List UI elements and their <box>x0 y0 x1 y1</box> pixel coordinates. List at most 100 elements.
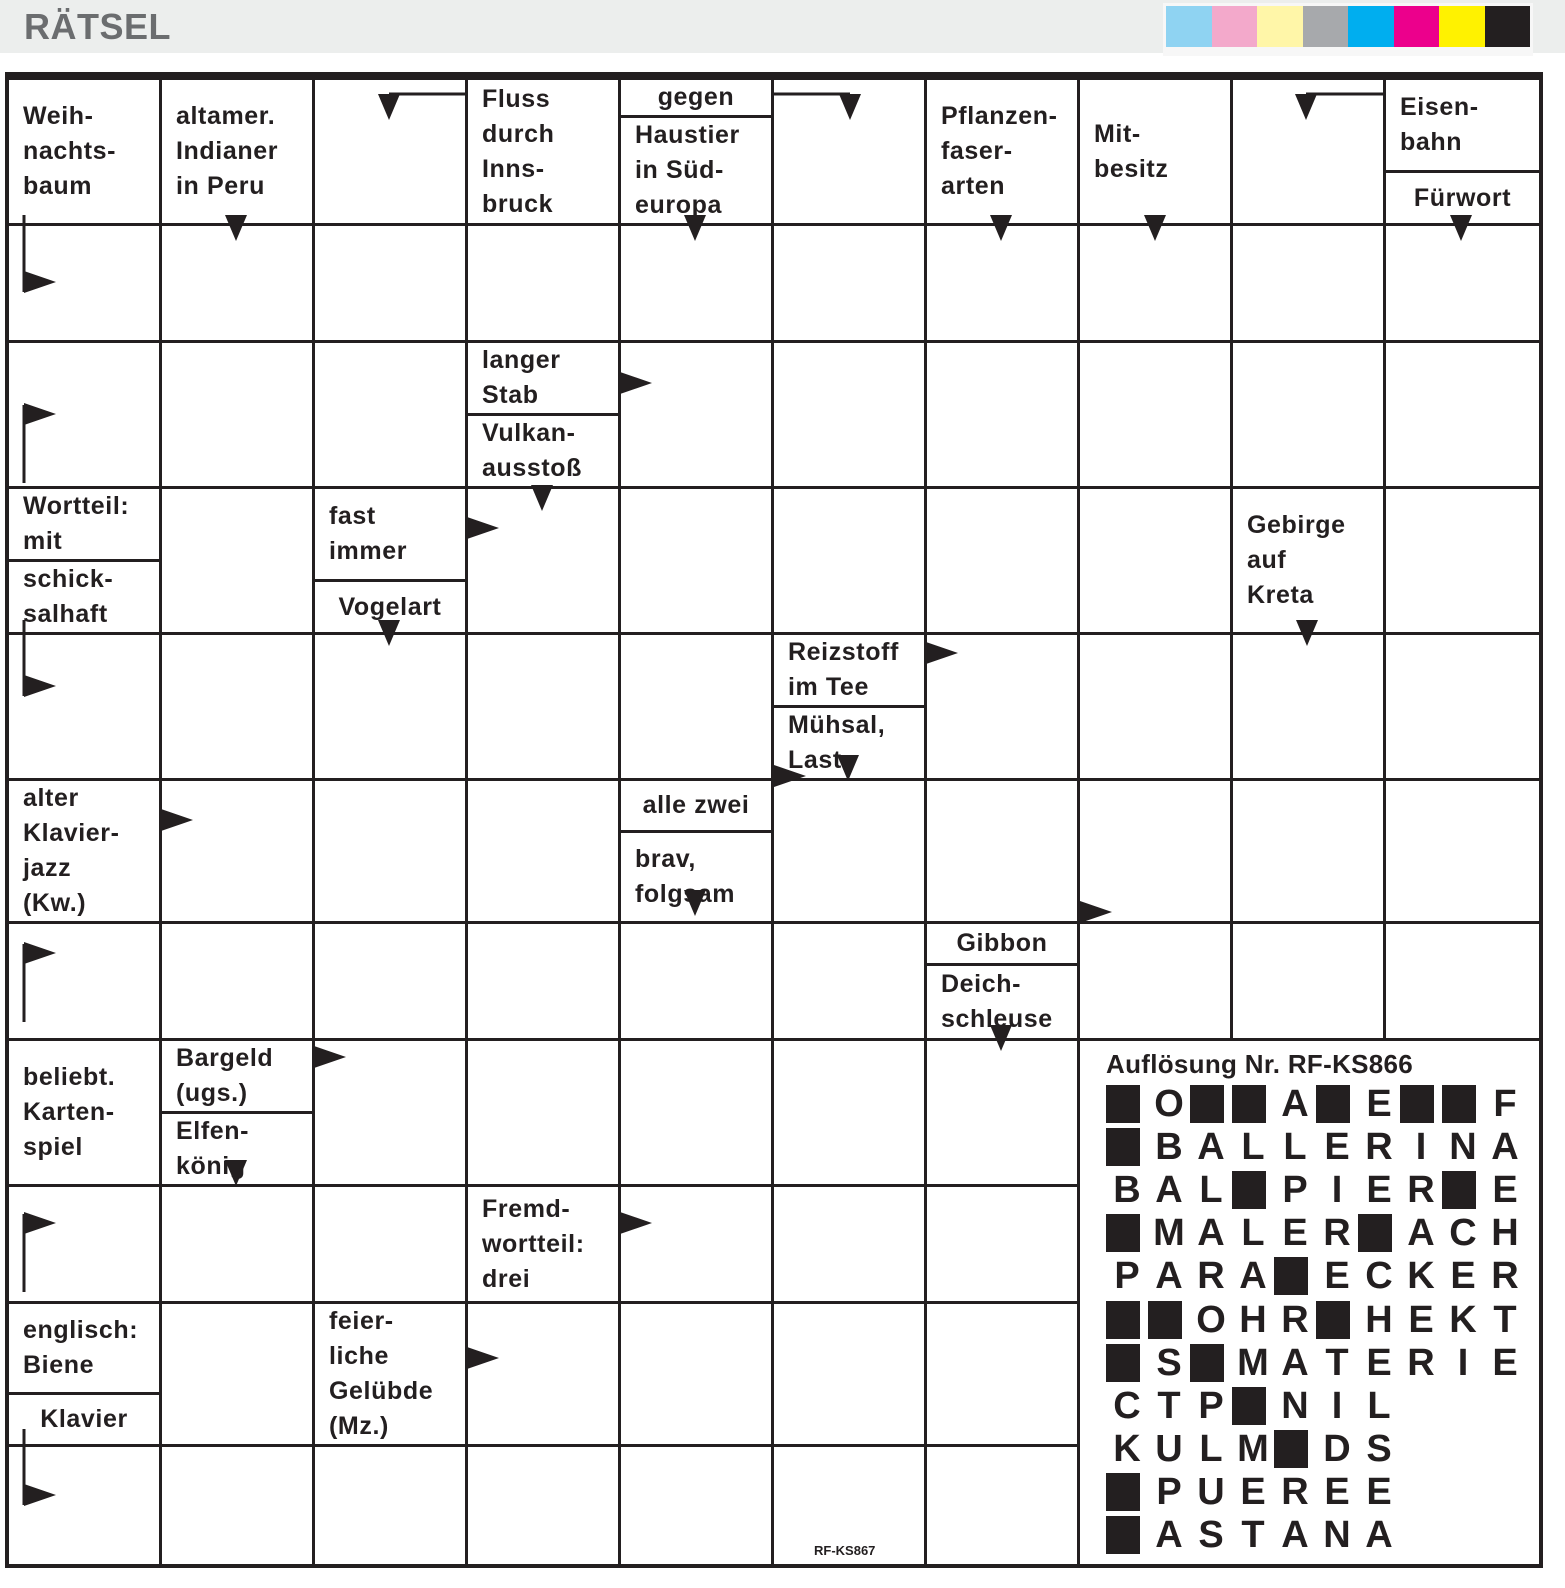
answer-cell[interactable] <box>1080 924 1233 1041</box>
solution-letter: M <box>1237 1341 1269 1384</box>
solution-letter: R <box>1407 1168 1435 1211</box>
answer-cell[interactable] <box>162 781 315 924</box>
solution-letter: E <box>1450 1255 1476 1298</box>
answer-cell[interactable] <box>315 1187 468 1304</box>
clue-text: Reizstoff im Tee <box>788 638 899 701</box>
answer-cell[interactable] <box>315 80 468 226</box>
answer-cell[interactable] <box>927 635 1080 781</box>
answer-cell[interactable] <box>774 924 927 1041</box>
clue-cell: fast immer Vogelart <box>315 489 468 635</box>
answer-cell[interactable] <box>621 1304 774 1447</box>
answer-cell[interactable] <box>315 924 468 1041</box>
answer-cell[interactable] <box>162 924 315 1041</box>
answer-cell[interactable] <box>774 1041 927 1187</box>
black-square <box>1316 1084 1350 1123</box>
answer-cell[interactable] <box>927 343 1080 489</box>
answer-cell[interactable] <box>9 1187 162 1304</box>
answer-cell[interactable] <box>774 1304 927 1447</box>
answer-cell[interactable] <box>774 343 927 489</box>
answer-cell[interactable] <box>621 635 774 781</box>
answer-cell[interactable] <box>774 80 927 226</box>
answer-cell[interactable] <box>927 489 1080 635</box>
answer-cell[interactable] <box>621 489 774 635</box>
answer-cell[interactable] <box>1233 226 1386 343</box>
solution-letter: E <box>1408 1298 1434 1341</box>
answer-cell[interactable] <box>315 226 468 343</box>
answer-cell[interactable] <box>9 924 162 1041</box>
answer-cell[interactable] <box>9 1447 162 1564</box>
answer-cell[interactable] <box>162 1304 315 1447</box>
answer-cell[interactable] <box>927 1187 1080 1304</box>
solution-letter: P <box>1282 1168 1308 1211</box>
answer-cell[interactable] <box>162 1447 315 1564</box>
answer-cell[interactable] <box>621 1447 774 1564</box>
black-square <box>1316 1300 1350 1339</box>
answer-cell[interactable] <box>774 489 927 635</box>
answer-cell[interactable] <box>315 781 468 924</box>
clue-text: Pflanzen- faser- arten <box>941 102 1058 200</box>
answer-cell[interactable] <box>1386 489 1539 635</box>
answer-cell[interactable] <box>468 1304 621 1447</box>
answer-cell[interactable] <box>1386 924 1539 1041</box>
solution-letter: E <box>1366 1168 1392 1211</box>
clue-cell: alter Klavier- jazz (Kw.) <box>9 781 162 924</box>
answer-cell[interactable] <box>621 1187 774 1304</box>
solution-letter: R <box>1407 1341 1435 1384</box>
answer-cell[interactable] <box>468 1041 621 1187</box>
answer-cell[interactable] <box>927 1447 1080 1564</box>
answer-cell[interactable] <box>1233 635 1386 781</box>
answer-cell[interactable] <box>1080 489 1233 635</box>
answer-cell[interactable] <box>1386 226 1539 343</box>
answer-cell[interactable] <box>1233 80 1386 226</box>
answer-cell[interactable] <box>162 226 315 343</box>
clue-cell: Reizstoff im Tee Mühsal, Last <box>774 635 927 781</box>
answer-cell[interactable] <box>1080 635 1233 781</box>
answer-cell[interactable] <box>927 1304 1080 1447</box>
answer-cell[interactable] <box>468 924 621 1041</box>
answer-cell[interactable] <box>1386 343 1539 489</box>
answer-cell[interactable] <box>162 489 315 635</box>
clue-text: Bargeld (ugs.) <box>176 1044 274 1107</box>
answer-cell[interactable] <box>1080 343 1233 489</box>
answer-cell[interactable] <box>774 781 927 924</box>
answer-cell[interactable] <box>1386 781 1539 924</box>
black-square <box>1190 1343 1224 1382</box>
answer-cell[interactable] <box>774 1187 927 1304</box>
answer-cell[interactable] <box>927 226 1080 343</box>
answer-cell[interactable] <box>9 226 162 343</box>
answer-cell[interactable] <box>468 489 621 635</box>
answer-cell[interactable] <box>468 781 621 924</box>
answer-cell[interactable] <box>621 226 774 343</box>
answer-cell[interactable] <box>1386 635 1539 781</box>
answer-cell[interactable] <box>162 1187 315 1304</box>
answer-cell[interactable] <box>468 226 621 343</box>
answer-cell[interactable] <box>621 1041 774 1187</box>
answer-cell[interactable] <box>162 343 315 489</box>
answer-cell[interactable] <box>1233 924 1386 1041</box>
answer-cell[interactable] <box>1233 343 1386 489</box>
solution-letter: A <box>1491 1125 1519 1168</box>
answer-cell[interactable] <box>621 924 774 1041</box>
answer-cell[interactable] <box>621 343 774 489</box>
answer-cell[interactable] <box>315 1041 468 1187</box>
answer-cell[interactable] <box>774 1447 927 1564</box>
clue-cell: alle zwei brav, folgsam <box>621 781 774 924</box>
answer-cell[interactable] <box>1080 226 1233 343</box>
answer-cell[interactable] <box>1080 781 1233 924</box>
answer-cell[interactable] <box>927 781 1080 924</box>
answer-cell[interactable] <box>9 635 162 781</box>
clue-text: Wortteil: mit <box>23 492 130 555</box>
answer-cell[interactable] <box>162 635 315 781</box>
answer-cell[interactable] <box>315 635 468 781</box>
answer-cell[interactable] <box>315 1447 468 1564</box>
solution-letter: S <box>1156 1341 1182 1384</box>
answer-cell[interactable] <box>774 226 927 343</box>
answer-cell[interactable] <box>468 1447 621 1564</box>
solution-letter: H <box>1365 1298 1393 1341</box>
answer-cell[interactable] <box>1233 781 1386 924</box>
answer-cell[interactable] <box>9 343 162 489</box>
answer-cell[interactable] <box>315 343 468 489</box>
answer-cell[interactable] <box>927 1041 1080 1187</box>
answer-cell[interactable] <box>468 635 621 781</box>
